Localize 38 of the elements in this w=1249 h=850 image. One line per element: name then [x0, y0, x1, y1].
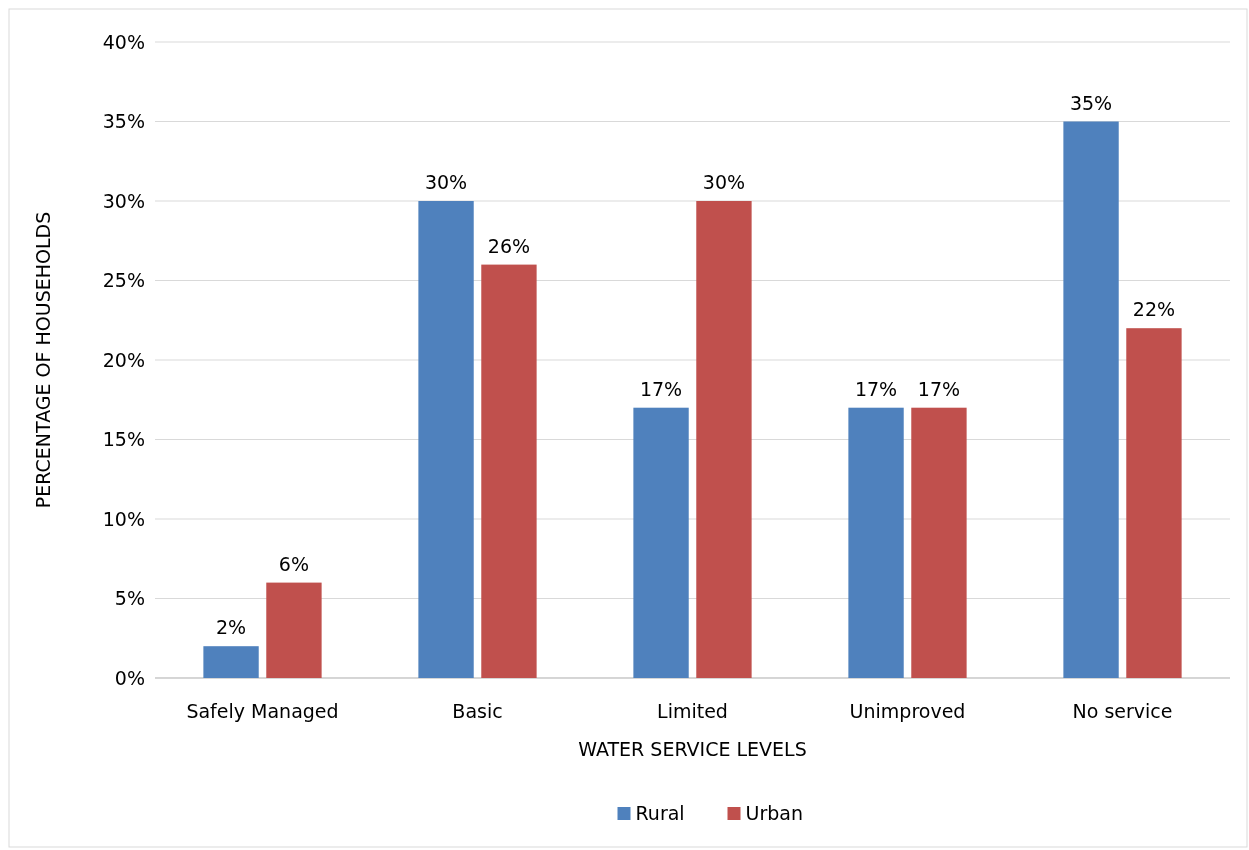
bar: [481, 264, 537, 678]
data-label: 22%: [1132, 298, 1176, 321]
y-tick-label: 15%: [102, 428, 145, 451]
y-tick-label: 10%: [102, 507, 145, 530]
y-tick-label: 40%: [102, 30, 145, 53]
bar: [418, 201, 474, 678]
legend-label: Rural: [635, 802, 685, 824]
data-label: 17%: [854, 377, 898, 400]
y-tick-label: 20%: [102, 348, 145, 371]
bar: [911, 407, 967, 678]
y-tick-label: 35%: [102, 110, 145, 133]
bar: [696, 201, 752, 678]
y-tick-label: 5%: [114, 587, 145, 610]
bar: [633, 407, 689, 678]
x-tick-label: No service: [1072, 700, 1173, 722]
data-label: 30%: [702, 171, 746, 193]
x-tick-label: Safely Managed: [186, 700, 339, 722]
x-tick-label: Basic: [452, 700, 503, 722]
bar: [848, 407, 904, 678]
data-label: 26%: [487, 234, 531, 257]
y-axis-title: PERCENTAGE OF HOUSEHOLDS: [32, 211, 54, 509]
y-tick-label: 25%: [102, 269, 145, 292]
bar: [1063, 121, 1119, 678]
data-label: 17%: [639, 377, 683, 400]
x-tick-label: Unimproved: [849, 700, 966, 722]
bar: [203, 646, 259, 678]
legend-label: Urban: [745, 802, 803, 824]
bar: [1126, 328, 1182, 678]
data-label: 35%: [1069, 91, 1113, 114]
data-label: 30%: [424, 171, 468, 193]
data-label: 2%: [215, 616, 247, 639]
data-label: 6%: [278, 552, 310, 575]
y-tick-label: 30%: [102, 189, 145, 212]
y-tick-label: 0%: [114, 666, 145, 689]
x-axis-title: WATER SERVICE LEVELS: [578, 738, 807, 760]
data-label: 17%: [917, 377, 961, 400]
x-tick-label: Limited: [657, 700, 728, 722]
bar: [266, 582, 322, 678]
